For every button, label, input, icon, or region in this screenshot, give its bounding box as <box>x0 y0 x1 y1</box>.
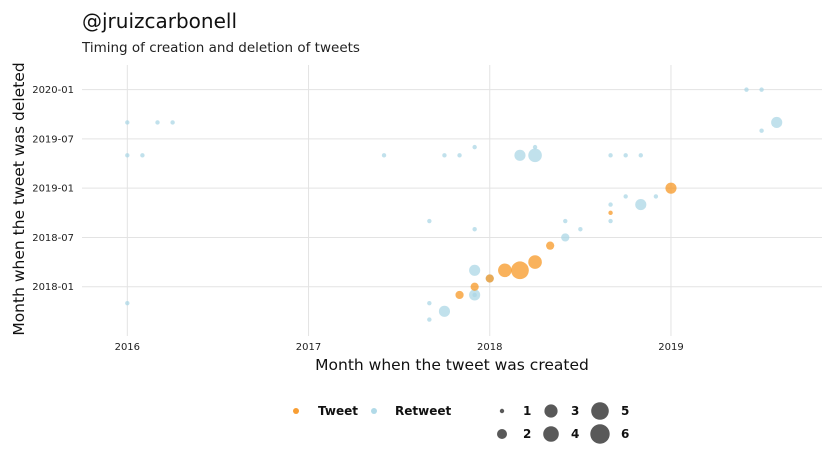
retweet-point <box>744 87 749 92</box>
retweet-point <box>125 120 130 125</box>
tick-labels: 2016 2017 2018 2019 2018-01 2018-07 2019-01 201… <box>32 85 684 353</box>
y-tick-label: 2018-07 <box>32 233 74 244</box>
retweet-point <box>125 153 130 158</box>
retweet-point <box>578 227 583 232</box>
legend-size-3-mark <box>544 404 558 418</box>
legend-size-2-label: 2 <box>523 427 531 441</box>
retweet-point <box>427 218 432 224</box>
retweet-point <box>608 218 613 224</box>
retweet-point <box>563 218 568 224</box>
tweet-point <box>498 263 512 278</box>
x-axis-title: Month when the tweet was created <box>315 356 589 374</box>
chart-title: @jruizcarbonell <box>82 9 237 33</box>
legend-size-6-label: 6 <box>621 427 629 441</box>
retweet-point <box>608 153 613 158</box>
legend-tweet-swatch <box>293 408 299 414</box>
retweet-point <box>635 199 647 211</box>
chart-subtitle: Timing of creation and deletion of tweet… <box>81 40 360 56</box>
legend-size-4-mark <box>543 426 559 442</box>
retweet-point <box>438 305 451 317</box>
legend-size-3-label: 3 <box>571 404 579 418</box>
legend-size-1-label: 1 <box>523 404 531 418</box>
tweet-point <box>455 290 464 300</box>
legend-type: Tweet Retweet <box>293 404 451 418</box>
legend: Tweet Retweet 1 2 3 4 5 6 <box>293 402 629 444</box>
retweet-point <box>457 153 462 158</box>
legend-size: 1 2 3 4 5 6 <box>497 402 629 444</box>
legend-size-5-label: 5 <box>621 404 629 418</box>
retweet-point <box>514 149 526 161</box>
retweet-point <box>532 144 538 150</box>
retweet-point <box>125 300 130 306</box>
retweet-point <box>771 116 783 129</box>
retweet-point <box>472 227 477 232</box>
retweet-point <box>759 128 764 133</box>
x-tick-label: 2016 <box>115 342 140 353</box>
tweet-point <box>511 261 529 280</box>
retweet-point <box>170 120 175 125</box>
retweet-point <box>653 194 659 199</box>
tweet-point <box>528 255 542 269</box>
retweet-point <box>427 317 432 322</box>
data-points <box>125 87 783 322</box>
retweet-point <box>381 153 387 158</box>
tweet-point <box>665 182 677 194</box>
retweet-point <box>759 87 764 92</box>
tweet-point <box>608 210 613 216</box>
retweet-point <box>469 264 481 276</box>
x-tick-label: 2019 <box>658 342 683 353</box>
legend-size-5-mark <box>591 402 609 420</box>
y-tick-label: 2018-01 <box>32 282 74 293</box>
y-tick-label: 2019-01 <box>32 184 74 195</box>
legend-tweet-label: Tweet <box>318 404 358 418</box>
retweet-point <box>623 153 628 158</box>
retweet-point <box>442 153 447 158</box>
retweet-point <box>623 194 628 199</box>
tweet-point <box>485 274 494 283</box>
y-axis-title: Month when the tweet was deleted <box>10 62 28 335</box>
x-tick-label: 2017 <box>296 342 321 353</box>
tweet-point <box>546 241 555 250</box>
retweet-point <box>608 202 613 207</box>
retweet-point <box>561 233 570 242</box>
y-tick-label: 2019-07 <box>32 134 74 145</box>
retweet-point <box>528 148 542 163</box>
legend-size-1-mark <box>499 408 505 414</box>
retweet-point <box>155 120 160 125</box>
retweet-point <box>140 153 145 158</box>
y-tick-label: 2020-01 <box>32 85 74 96</box>
legend-size-4-label: 4 <box>571 427 579 441</box>
retweet-point <box>472 144 477 150</box>
retweet-point <box>427 300 432 306</box>
retweet-point <box>472 292 477 298</box>
retweet-point <box>638 153 643 158</box>
legend-size-2-mark <box>497 429 507 439</box>
legend-retweet-swatch <box>371 408 377 414</box>
x-tick-label: 2018 <box>477 342 502 353</box>
legend-retweet-label: Retweet <box>395 404 451 418</box>
gridlines <box>82 65 822 336</box>
tweet-point <box>470 282 479 291</box>
legend-size-6-mark <box>590 424 610 444</box>
